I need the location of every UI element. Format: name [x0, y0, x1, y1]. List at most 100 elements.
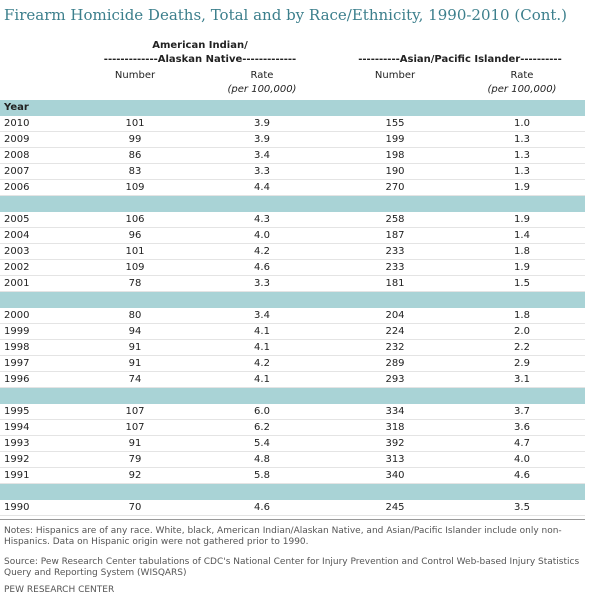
- title: Firearm Homicide Deaths, Total and by Ra…: [4, 6, 568, 24]
- value-cell: 79: [128, 454, 142, 465]
- value-cell: 1.4: [514, 230, 530, 241]
- value-cell: 83: [128, 166, 142, 177]
- year-cell: 2010: [4, 118, 30, 129]
- value-cell: 233: [385, 262, 405, 273]
- value-cell: 4.2: [254, 246, 270, 257]
- value-cell: 204: [385, 310, 405, 321]
- column-header: (per 100,000): [487, 84, 557, 95]
- table-row: 2006 109 4.4 270 1.9: [0, 180, 585, 196]
- column-header: Number: [374, 70, 416, 81]
- value-cell: 1.9: [514, 214, 530, 225]
- value-cell: 340: [385, 470, 405, 481]
- value-cell: 3.6: [514, 422, 530, 433]
- section-bar: [0, 292, 585, 308]
- year-cell: 2000: [4, 310, 30, 321]
- value-cell: 4.8: [254, 454, 270, 465]
- value-cell: 4.0: [514, 454, 530, 465]
- value-cell: 3.3: [254, 278, 270, 289]
- value-cell: 5.4: [254, 438, 270, 449]
- value-cell: 2.2: [514, 342, 530, 353]
- value-cell: 245: [385, 502, 405, 513]
- value-cell: 293: [385, 374, 405, 385]
- year-cell: 1997: [4, 358, 30, 369]
- value-cell: 334: [385, 406, 405, 417]
- value-cell: 99: [128, 134, 142, 145]
- value-cell: 258: [385, 214, 405, 225]
- value-cell: 4.6: [254, 502, 270, 513]
- table-row: 2000 80 3.4 204 1.8: [0, 308, 585, 324]
- year-cell: 2007: [4, 166, 30, 177]
- value-cell: 86: [128, 150, 142, 161]
- section-bar: [0, 388, 585, 404]
- value-cell: 155: [385, 118, 405, 129]
- value-cell: 2.9: [514, 358, 530, 369]
- value-cell: 96: [128, 230, 142, 241]
- value-cell: 109: [125, 182, 145, 193]
- table-row: 1998 91 4.1 232 2.2: [0, 340, 585, 356]
- value-cell: 270: [385, 182, 405, 193]
- value-cell: 1.3: [514, 134, 530, 145]
- value-cell: 101: [125, 118, 145, 129]
- value-cell: 3.5: [514, 502, 530, 513]
- year-cell: 2009: [4, 134, 30, 145]
- value-cell: 4.3: [254, 214, 270, 225]
- value-cell: 92: [128, 470, 142, 481]
- value-cell: 91: [128, 358, 142, 369]
- table-row: 1995 107 6.0 334 3.7: [0, 404, 585, 420]
- year-cell: 2008: [4, 150, 30, 161]
- section-bar: [0, 196, 585, 212]
- value-cell: 1.9: [514, 182, 530, 193]
- year-cell: 2004: [4, 230, 30, 241]
- table-row: 2007 83 3.3 190 1.3: [0, 164, 585, 180]
- value-cell: 3.4: [254, 150, 270, 161]
- value-cell: 107: [125, 406, 145, 417]
- value-cell: 94: [128, 326, 142, 337]
- value-cell: 2.0: [514, 326, 530, 337]
- value-cell: 1.3: [514, 150, 530, 161]
- value-cell: 3.4: [254, 310, 270, 321]
- value-cell: 181: [385, 278, 405, 289]
- year-cell: 1992: [4, 454, 30, 465]
- value-cell: 1.8: [514, 310, 530, 321]
- value-cell: 3.1: [514, 374, 530, 385]
- value-cell: 101: [125, 246, 145, 257]
- value-cell: 4.6: [254, 262, 270, 273]
- table-row: 1996 74 4.1 293 3.1: [0, 372, 585, 388]
- column-header: Rate: [510, 70, 534, 81]
- year-cell: 1999: [4, 326, 30, 337]
- value-cell: 5.8: [254, 470, 270, 481]
- table-row: 1997 91 4.2 289 2.9: [0, 356, 585, 372]
- value-cell: 187: [385, 230, 405, 241]
- year-cell: 1990: [4, 502, 30, 513]
- value-cell: 4.1: [254, 374, 270, 385]
- table-row: 2002 109 4.6 233 1.9: [0, 260, 585, 276]
- value-cell: 91: [128, 342, 142, 353]
- year-cell: 2002: [4, 262, 30, 273]
- value-cell: 70: [128, 502, 142, 513]
- year-cell: 2006: [4, 182, 30, 193]
- value-cell: 1.9: [514, 262, 530, 273]
- value-cell: 3.9: [254, 134, 270, 145]
- value-cell: 190: [385, 166, 405, 177]
- table-row: 1999 94 4.1 224 2.0: [0, 324, 585, 340]
- value-cell: 1.3: [514, 166, 530, 177]
- year-cell: 1993: [4, 438, 30, 449]
- value-cell: 233: [385, 246, 405, 257]
- year-label: Year: [4, 102, 29, 113]
- table-row: 1994 107 6.2 318 3.6: [0, 420, 585, 436]
- value-cell: 74: [128, 374, 142, 385]
- value-cell: 80: [128, 310, 142, 321]
- value-cell: 392: [385, 438, 405, 449]
- value-cell: 6.0: [254, 406, 270, 417]
- value-cell: 199: [385, 134, 405, 145]
- org: PEW RESEARCH CENTER: [4, 585, 115, 595]
- value-cell: 318: [385, 422, 405, 433]
- group-header: American Indian/: [152, 40, 248, 51]
- value-cell: 78: [128, 278, 142, 289]
- value-cell: 198: [385, 150, 405, 161]
- value-cell: 224: [385, 326, 405, 337]
- value-cell: 313: [385, 454, 405, 465]
- year-cell: 2003: [4, 246, 30, 257]
- notes: Notes: Hispanics are of any race. White,…: [4, 526, 562, 547]
- table-row: 2010 101 3.9 155 1.0: [0, 116, 585, 132]
